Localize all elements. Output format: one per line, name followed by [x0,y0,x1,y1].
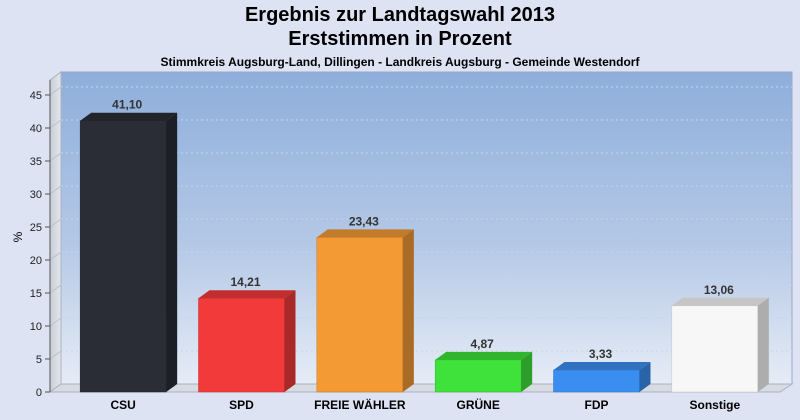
bar-top [198,290,296,299]
bar-top [80,112,178,121]
y-tick-label: 10 [30,321,42,333]
bar-front [434,359,522,393]
bar-front [671,305,759,393]
y-tick-label: 35 [30,156,42,168]
x-tick-label: SPD [229,398,254,412]
y-tick-label: 15 [30,288,42,300]
bar-side [521,351,533,392]
gridline-wall [49,350,62,360]
chart-subtitle: Erststimmen in Prozent [288,28,512,50]
bar-front [79,120,167,393]
y-tick-label: 20 [30,255,42,267]
x-tick-label: Sonstige [689,398,740,412]
data-label: 3,33 [589,347,613,361]
x-tick-label: GRÜNE [456,397,499,412]
chart-caption: Stimmkreis Augsburg-Land, Dillingen - La… [160,55,640,69]
gridline-wall [49,185,62,195]
bar-1 [198,290,296,393]
data-label: 41,10 [112,98,142,112]
bar-2 [316,229,414,393]
bar-top [553,362,651,371]
plot-background [60,71,793,385]
chart-title: Ergebnis zur Landtagswahl 2013 [244,4,556,26]
gridline-wall [49,251,62,261]
bar-top [316,229,414,238]
bar-4 [553,362,651,393]
y-tick-label: 0 [36,387,42,399]
bar-side [757,297,769,392]
y-tick-label: 45 [30,90,42,102]
y-tick-label: 25 [30,222,42,234]
bar-side [166,112,178,393]
bar-side [639,362,651,392]
data-label: 13,06 [704,283,734,297]
data-label: 4,87 [470,337,494,351]
data-label: 14,21 [230,275,260,289]
y-axis-label: % [11,231,25,242]
x-tick-label: FREIE WÄHLER [314,397,406,412]
y-tick-label: 5 [36,354,42,366]
data-label: 23,43 [349,214,379,228]
bar-front [316,237,404,393]
gridline-wall [49,218,62,228]
bar-0 [79,112,178,393]
gridline-wall [49,86,62,96]
bar-side [402,229,414,392]
bar-front [553,369,640,393]
y-tick-label: 40 [30,123,42,135]
bar-top [671,297,769,306]
x-tick-label: FDP [585,398,609,412]
bar-5 [671,297,769,393]
plot-left-wall [49,71,62,393]
gridline-wall [49,119,62,129]
gridline-wall [49,152,62,162]
y-tick-label: 30 [30,189,42,201]
x-tick-label: CSU [110,398,135,412]
gridline-wall [49,317,62,327]
gridline-wall [49,284,62,294]
bar-front [198,297,285,393]
bar-3 [434,351,533,393]
bar-side [284,290,296,392]
bar-top [435,351,533,360]
